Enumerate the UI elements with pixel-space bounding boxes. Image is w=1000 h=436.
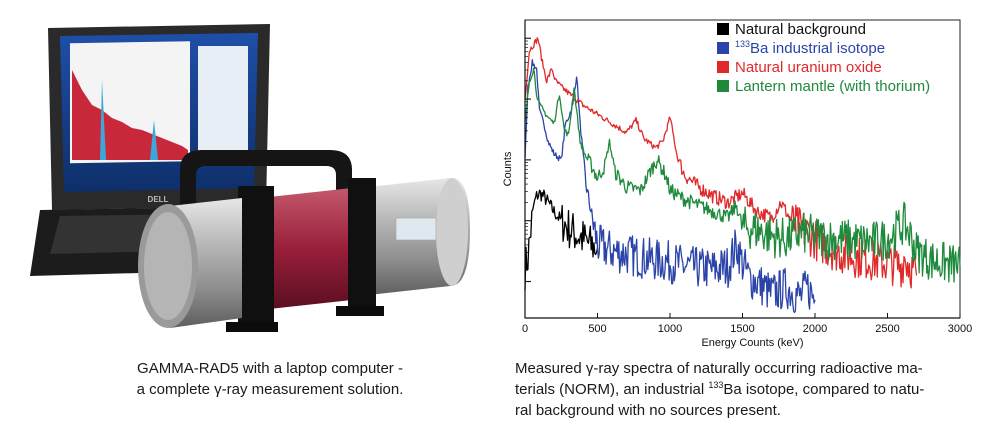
detector-label: [395, 217, 437, 241]
x-tick-label: 1500: [730, 323, 754, 335]
chart-caption-line-2a: terials (NORM), an industrial: [515, 381, 709, 398]
series-line-4: [524, 67, 961, 283]
x-tick-label: 0: [522, 323, 528, 335]
chart-caption-line-1: Measured γ-ray spectra of naturally occu…: [515, 360, 923, 377]
chart-caption-line-3: ral background with no sources present.: [515, 402, 781, 419]
x-tick-label: 2500: [875, 323, 899, 335]
legend-label: 133Ba industrial isotope: [735, 39, 885, 57]
series-line-1: [524, 189, 599, 291]
detector-bracket-right: [348, 178, 376, 310]
chart-caption-sup: 133: [708, 380, 724, 390]
detector-front-face-inner: [144, 212, 192, 320]
detector-red-section: [260, 186, 370, 310]
legend-label: Natural background: [735, 21, 866, 38]
x-tick-label: 500: [588, 323, 606, 335]
screen-spectrum-cyan: [100, 80, 106, 160]
x-tick-label: 3000: [948, 323, 972, 335]
x-tick-label: 2000: [803, 323, 827, 335]
photo-caption-line-1: GAMMA-RAD5 with a laptop computer -: [137, 360, 403, 377]
y-axis-title: Counts: [502, 151, 514, 186]
legend-swatch: [717, 80, 729, 92]
legend-swatch: [717, 61, 729, 73]
gamma-spectrum-chart: 0 500 1000 1500 2000 2500 3000 Energy Counts (k…: [502, 19, 972, 349]
x-tick-label: 1000: [658, 323, 682, 335]
chart-caption-line-2b: Ba isotope, compared to natu-: [723, 381, 925, 398]
legend-swatch: [717, 42, 729, 54]
series-line-3: [524, 37, 918, 289]
photo-caption: GAMMA-RAD5 with a laptop computer - a co…: [80, 358, 460, 400]
legend-label: Lantern mantle (with thorium): [735, 78, 930, 95]
detector-foot-right: [336, 306, 384, 316]
gamma-rad5-photo: DELL: [30, 24, 470, 332]
detector-foot-left: [226, 322, 278, 332]
legend-label-text: Ba industrial isotope: [750, 40, 885, 57]
laptop-brand: DELL: [148, 195, 169, 204]
x-axis-title: Energy Counts (keV): [701, 337, 803, 349]
detector-bracket-left: [238, 186, 274, 326]
photo-caption-line-2: a complete γ-ray measurement solution.: [136, 381, 404, 398]
screen-spectrum-cyan-2: [150, 120, 158, 160]
screen-side-panel: [198, 46, 248, 156]
legend-swatch: [717, 23, 729, 35]
detector-handle: [180, 150, 352, 222]
legend-label: Natural uranium oxide: [735, 59, 882, 76]
chart-caption-line-2: terials (NORM), an industrial 133Ba isot…: [515, 379, 965, 400]
detector-rear-cap: [436, 178, 468, 286]
legend-label-superscript: 133: [735, 39, 750, 49]
chart-caption: Measured γ-ray spectra of naturally occu…: [515, 358, 965, 421]
